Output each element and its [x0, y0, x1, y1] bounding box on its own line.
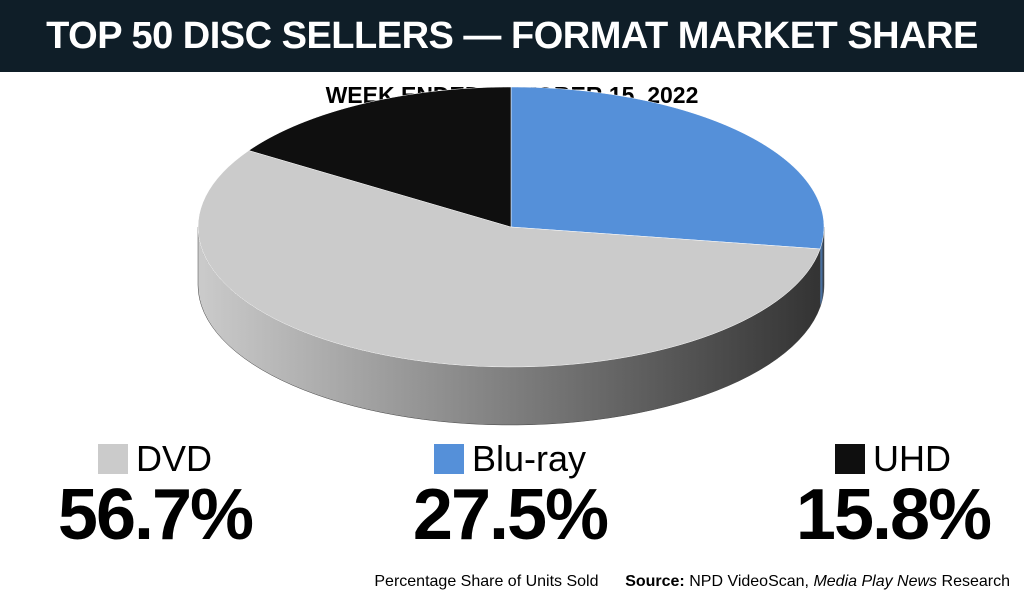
legend-swatch — [835, 444, 865, 474]
legend-row: UHD — [723, 438, 1024, 480]
chart-title: TOP 50 DISC SELLERS — FORMAT MARKET SHAR… — [46, 15, 978, 57]
legend-swatch — [97, 444, 128, 474]
legend-swatch — [433, 444, 464, 474]
legend-label: Blu-ray — [471, 438, 587, 479]
legend-label: DVD — [135, 438, 212, 479]
pie-slice — [510, 86, 825, 250]
legend-item: DVD 56.7% — [0, 438, 325, 556]
value-label: 27.5% — [412, 475, 609, 555]
footer: Percentage Share of Units Sold Source: N… — [374, 573, 1010, 591]
legend-item: UHD 15.8% — [723, 438, 1024, 556]
legend-row: Blu-ray — [340, 438, 680, 480]
source: NPD VideoScan, — [689, 573, 809, 590]
source-label: Source: — [625, 573, 685, 590]
value-label: 15.8% — [795, 475, 992, 555]
legend-item: Blu-ray 27.5% — [340, 438, 680, 556]
pie-slice — [197, 150, 821, 368]
value-label: 56.7% — [57, 475, 254, 555]
source: Research — [941, 573, 1010, 590]
legend-row: DVD — [0, 438, 325, 480]
source-italic: Media Play News — [813, 573, 938, 590]
pie-slice — [248, 86, 512, 228]
title-bar: TOP 50 DISC SELLERS — FORMAT MARKET SHAR… — [0, 0, 1024, 72]
legend-label: UHD — [873, 438, 951, 479]
note: Percentage Share of Units Sold — [374, 573, 599, 590]
